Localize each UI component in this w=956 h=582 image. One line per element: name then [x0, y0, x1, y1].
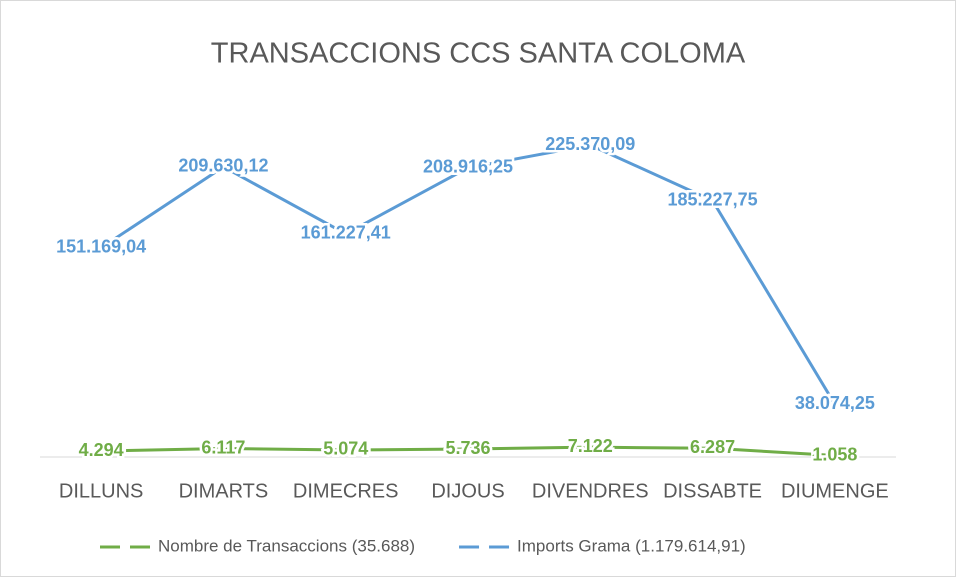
- x-tick-label: DILLUNS: [59, 480, 143, 502]
- x-tick-label: DIMARTS: [179, 480, 269, 502]
- x-tick-label: DIJOUS: [431, 480, 504, 502]
- x-tick-label: DIMECRES: [293, 480, 399, 502]
- chart-title: TRANSACCIONS CCS SANTA COLOMA: [211, 38, 746, 70]
- data-label: 5.074: [323, 439, 368, 459]
- data-label: 6.287: [690, 437, 735, 457]
- series-line: [101, 445, 835, 458]
- data-label: 151.169,04: [56, 237, 146, 257]
- data-label: 7.122: [568, 436, 613, 456]
- x-tick-label: DIVENDRES: [532, 480, 649, 502]
- x-tick-label: DISSABTE: [663, 480, 762, 502]
- data-label: 185.227,75: [668, 189, 758, 209]
- x-tick-label: DIUMENGE: [781, 480, 889, 502]
- data-label: 225.370,09: [545, 134, 635, 154]
- legend-label: Nombre de Transaccions (35.688): [158, 536, 415, 555]
- data-label: 208.916,25: [423, 157, 513, 177]
- data-label: 1.058: [812, 444, 857, 464]
- data-label: 5.736: [445, 438, 490, 458]
- data-label: 209.630,12: [178, 156, 268, 176]
- data-label: 6.117: [201, 437, 245, 457]
- series-line: [100, 143, 837, 406]
- data-label: 161.227,41: [301, 223, 391, 243]
- data-label: 38.074,25: [795, 393, 875, 413]
- data-label: 4.294: [79, 440, 124, 460]
- legend-label: Imports Grama (1.179.614,91): [517, 536, 746, 555]
